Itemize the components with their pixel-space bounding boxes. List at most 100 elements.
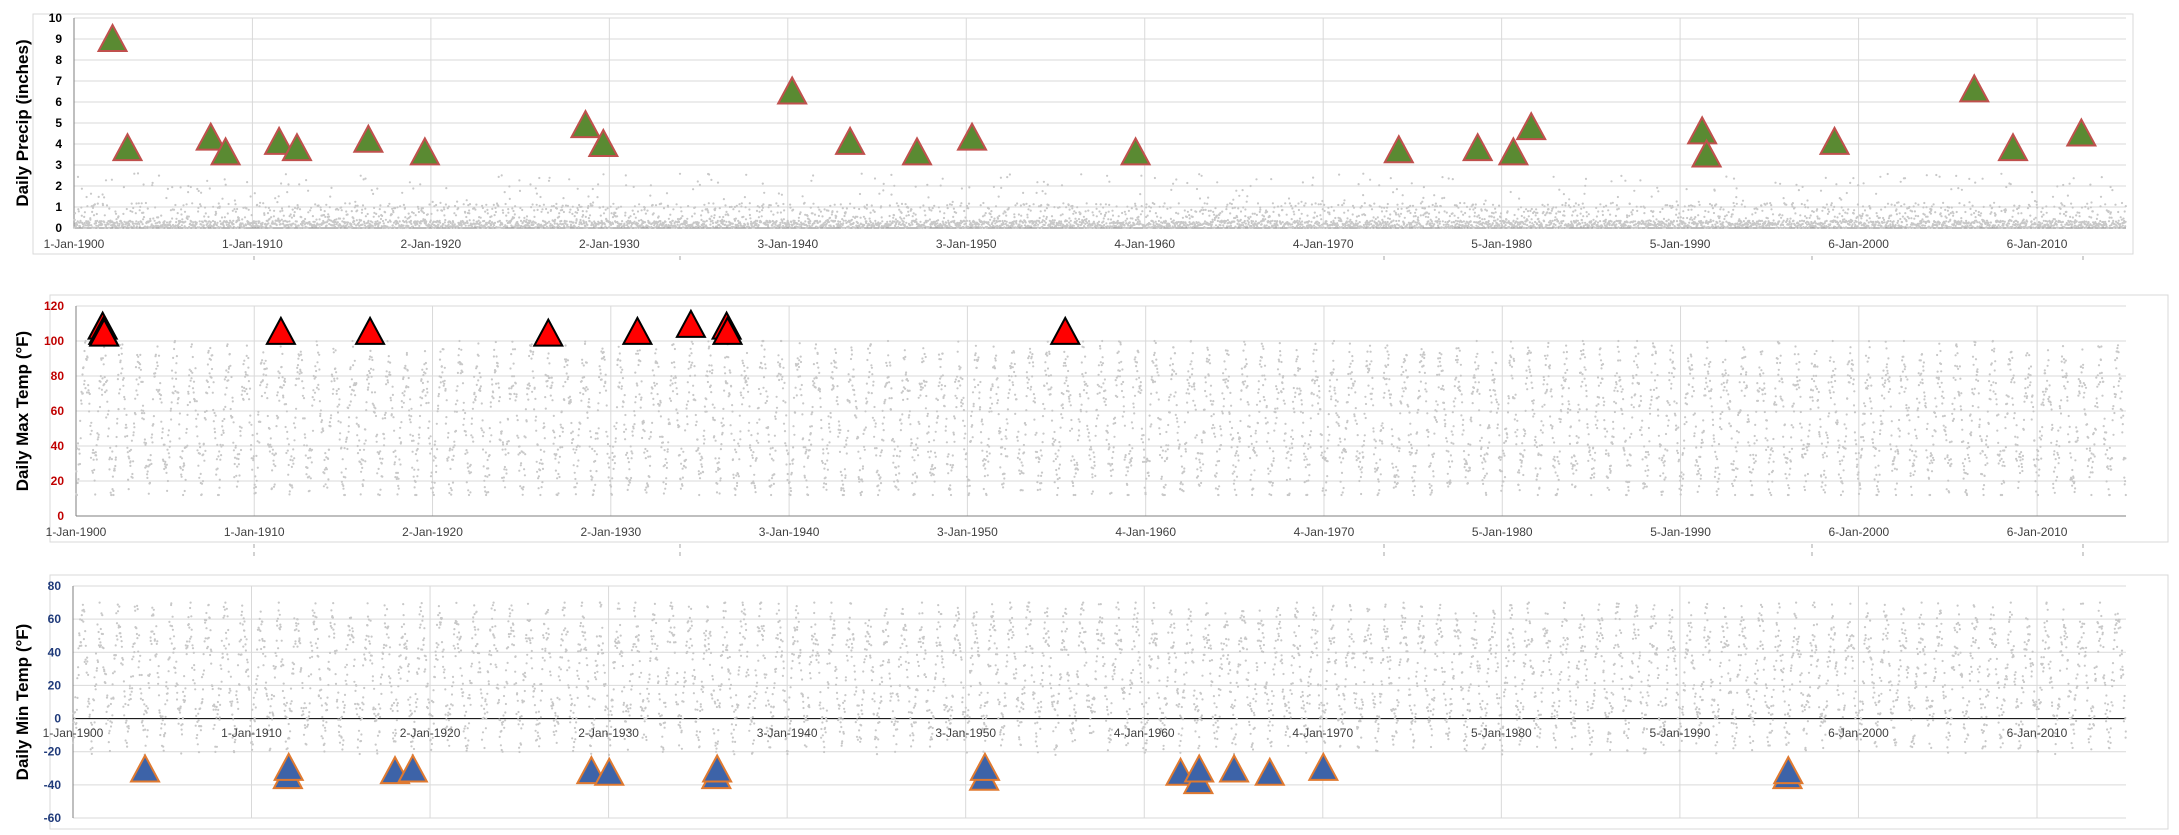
daily-point bbox=[1410, 223, 1413, 226]
daily-point bbox=[508, 197, 511, 200]
daily-point bbox=[1016, 202, 1019, 205]
daily-point bbox=[993, 217, 996, 220]
daily-point bbox=[783, 209, 786, 212]
daily-point bbox=[544, 220, 547, 223]
daily-point bbox=[922, 224, 926, 227]
daily-point bbox=[1435, 205, 1439, 208]
daily-point bbox=[73, 218, 76, 221]
daily-point bbox=[1434, 202, 1437, 205]
daily-point bbox=[138, 225, 141, 228]
daily-point bbox=[700, 214, 703, 217]
daily-point bbox=[1861, 212, 1864, 215]
daily-point bbox=[140, 202, 143, 205]
daily-point bbox=[1829, 223, 1832, 226]
daily-point bbox=[315, 225, 318, 228]
daily-point bbox=[542, 203, 546, 206]
daily-point bbox=[1145, 215, 1148, 219]
daily-point bbox=[568, 220, 572, 223]
daily-point bbox=[1570, 220, 1573, 223]
daily-point bbox=[897, 226, 900, 229]
daily-point bbox=[1348, 220, 1351, 223]
daily-point bbox=[1174, 225, 1177, 228]
daily-point bbox=[1659, 210, 1662, 214]
daily-point bbox=[259, 201, 262, 204]
daily-point bbox=[1271, 219, 1274, 222]
daily-point bbox=[402, 224, 405, 227]
daily-point bbox=[1380, 206, 1383, 209]
daily-point bbox=[1262, 219, 1265, 222]
daily-point bbox=[1066, 224, 1069, 227]
daily-point bbox=[135, 225, 138, 228]
daily-point bbox=[907, 210, 910, 213]
daily-point bbox=[1563, 210, 1566, 213]
daily-point bbox=[1838, 197, 1841, 200]
daily-point bbox=[363, 224, 367, 227]
daily-point bbox=[1599, 203, 1602, 206]
daily-point bbox=[711, 219, 714, 222]
daily-point bbox=[1637, 224, 1640, 227]
daily-point bbox=[236, 226, 239, 229]
daily-point bbox=[1892, 220, 1895, 223]
daily-point bbox=[973, 220, 976, 223]
daily-point bbox=[1823, 225, 1826, 228]
daily-point bbox=[782, 218, 786, 221]
daily-point bbox=[1662, 217, 1666, 220]
daily-point bbox=[1060, 220, 1063, 223]
daily-point bbox=[378, 221, 382, 224]
daily-point bbox=[1218, 213, 1221, 216]
daily-point bbox=[1518, 197, 1521, 200]
daily-point bbox=[1914, 214, 1917, 217]
daily-point bbox=[1497, 226, 1500, 229]
daily-point bbox=[919, 206, 922, 209]
daily-point bbox=[230, 226, 233, 229]
daily-point bbox=[1335, 225, 1338, 228]
daily-point bbox=[1787, 226, 1790, 230]
daily-point bbox=[1655, 218, 1658, 221]
daily-point bbox=[1852, 212, 1855, 215]
daily-point bbox=[959, 224, 962, 227]
daily-point bbox=[1069, 223, 1072, 226]
daily-point bbox=[374, 224, 377, 227]
daily-point bbox=[735, 204, 738, 207]
daily-point bbox=[1914, 202, 1917, 205]
daily-point bbox=[1415, 208, 1418, 211]
daily-point bbox=[414, 214, 417, 217]
daily-point bbox=[1812, 210, 1815, 213]
daily-point bbox=[1361, 213, 1364, 216]
daily-point bbox=[78, 221, 81, 224]
daily-point bbox=[769, 220, 772, 223]
daily-point bbox=[1101, 225, 1104, 228]
daily-point bbox=[1245, 225, 1249, 228]
daily-point bbox=[1483, 203, 1486, 206]
daily-point bbox=[1395, 188, 1398, 191]
daily-point bbox=[1259, 206, 1262, 209]
daily-point bbox=[1076, 206, 1079, 209]
daily-point bbox=[529, 183, 532, 186]
daily-point bbox=[1602, 205, 1605, 208]
daily-point bbox=[870, 204, 873, 207]
daily-point bbox=[164, 223, 167, 227]
daily-point bbox=[138, 222, 141, 226]
daily-point bbox=[612, 202, 615, 205]
daily-point bbox=[1018, 223, 1021, 226]
daily-point bbox=[1631, 209, 1634, 212]
daily-point bbox=[212, 205, 215, 208]
daily-point bbox=[1023, 203, 1026, 206]
daily-point bbox=[808, 218, 811, 221]
daily-point bbox=[1830, 202, 1833, 205]
daily-point bbox=[298, 183, 301, 186]
daily-point bbox=[1815, 226, 1818, 229]
daily-point bbox=[923, 221, 926, 225]
daily-point bbox=[981, 226, 984, 229]
daily-point bbox=[767, 225, 770, 228]
daily-point bbox=[1845, 220, 1849, 223]
daily-point bbox=[512, 216, 516, 219]
daily-point bbox=[1743, 205, 1746, 208]
daily-point bbox=[1242, 206, 1245, 209]
daily-point bbox=[880, 205, 883, 208]
daily-point bbox=[135, 202, 138, 205]
daily-point bbox=[638, 203, 641, 206]
daily-point bbox=[292, 222, 295, 225]
daily-point bbox=[514, 205, 517, 208]
daily-point bbox=[549, 222, 552, 225]
